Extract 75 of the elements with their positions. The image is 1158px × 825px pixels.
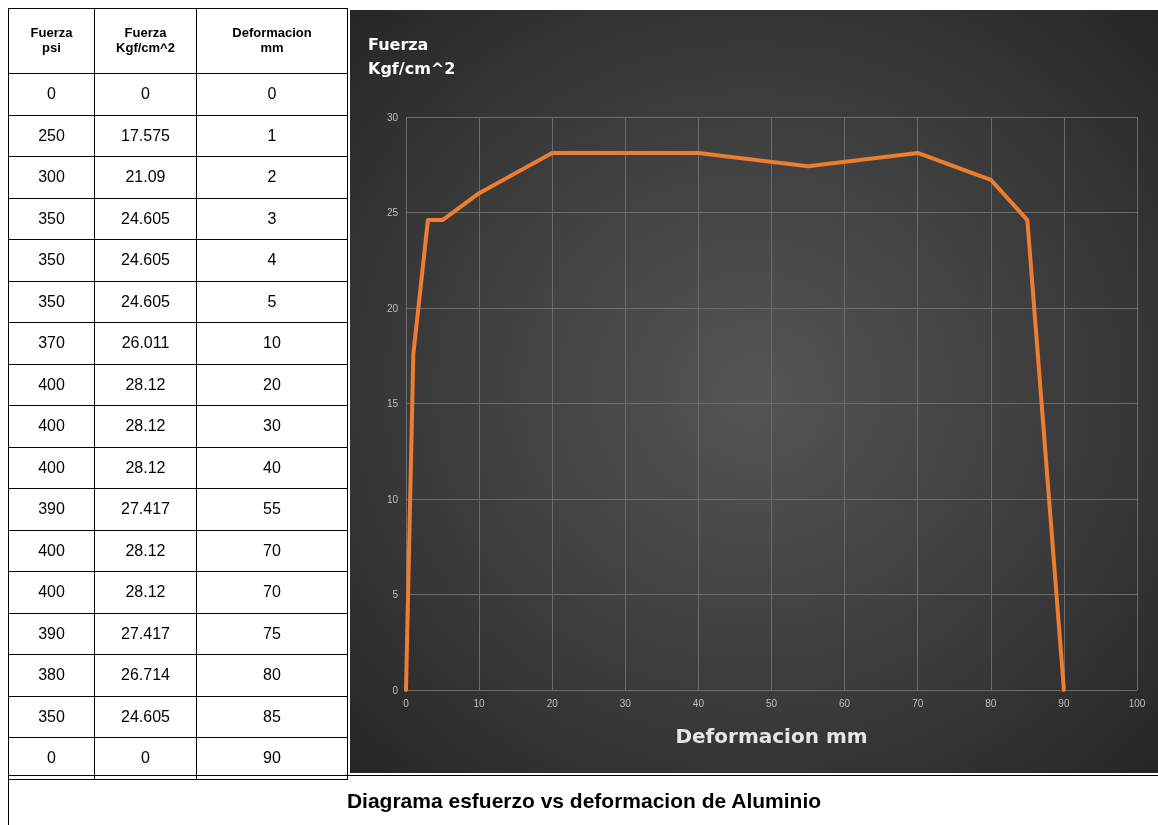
x-tick-label: 10 xyxy=(473,697,486,709)
text: 17.575 xyxy=(121,126,170,145)
text: 5 xyxy=(267,292,277,311)
text: Deformacion mm xyxy=(232,25,312,56)
text: Fuerza psi xyxy=(30,25,73,56)
x-tick-label: 0 xyxy=(403,697,410,709)
text: 30 xyxy=(263,417,281,436)
text: 27.417 xyxy=(121,624,170,643)
text: 26.714 xyxy=(121,666,170,685)
text: 0 xyxy=(47,749,56,768)
text: 390 xyxy=(38,500,65,519)
y-tick-label: 0 xyxy=(392,684,399,696)
text: 350 xyxy=(38,209,65,228)
text: 24.605 xyxy=(121,292,170,311)
text: 400 xyxy=(38,541,65,560)
text: 1 xyxy=(267,126,277,145)
text: 350 xyxy=(38,707,65,726)
text: 28.12 xyxy=(125,375,166,394)
text: 390 xyxy=(38,624,65,643)
text: 70 xyxy=(263,541,281,560)
text: 24.605 xyxy=(121,707,170,726)
x-tick-label: 40 xyxy=(692,697,705,709)
text: 75 xyxy=(263,624,281,643)
x-tick-label: 70 xyxy=(912,697,924,709)
text: 40 xyxy=(263,458,281,477)
text: 3 xyxy=(267,209,277,228)
text: 380 xyxy=(38,666,65,685)
text: 350 xyxy=(38,292,65,311)
text: 28.12 xyxy=(125,541,166,560)
text: 300 xyxy=(38,168,65,187)
y-tick-label: 15 xyxy=(386,398,399,409)
text: 28.12 xyxy=(125,417,166,436)
text: 400 xyxy=(38,458,65,477)
text: 370 xyxy=(38,334,65,353)
y-tick-label: 30 xyxy=(386,111,399,123)
text: 24.605 xyxy=(121,209,170,228)
text: 400 xyxy=(38,417,65,436)
y-tick-label: 5 xyxy=(392,589,399,600)
x-tick-label: 80 xyxy=(985,697,997,709)
text: 350 xyxy=(38,251,65,270)
text: 90 xyxy=(263,749,281,768)
text: 10 xyxy=(263,334,281,353)
x-tick-label: 60 xyxy=(839,697,851,709)
text: Diagrama esfuerzo vs deformacion de Aluminio xyxy=(8,775,1158,825)
text: 0 xyxy=(141,749,150,768)
y-tick-label: 10 xyxy=(386,493,399,505)
x-axis-title: Deformacion mm xyxy=(675,724,868,748)
text: Fuerza Kgf/cm^2 xyxy=(116,25,175,56)
y-tick-label: 20 xyxy=(386,302,399,314)
text: 26.011 xyxy=(121,334,170,353)
text: 28.12 xyxy=(125,583,166,602)
text: 55 xyxy=(263,500,281,519)
text: 2 xyxy=(267,168,277,187)
text: 0 xyxy=(141,85,150,104)
text: 400 xyxy=(38,375,65,394)
text: 250 xyxy=(38,126,65,145)
text: 21.09 xyxy=(125,168,166,187)
text: 85 xyxy=(263,707,281,726)
text: 28.12 xyxy=(125,458,166,477)
text: 70 xyxy=(263,583,281,602)
text: 24.605 xyxy=(121,251,170,270)
y-axis-title: Fuerza Kgf/cm^2 xyxy=(368,34,456,78)
text: 400 xyxy=(38,583,65,602)
x-tick-label: 30 xyxy=(619,697,632,709)
text: 80 xyxy=(263,666,281,685)
x-tick-label: 50 xyxy=(765,697,778,709)
x-tick-label: 100 xyxy=(1128,697,1146,709)
x-tick-label: 90 xyxy=(1058,697,1070,709)
text: 4 xyxy=(267,251,277,270)
x-tick-label: 20 xyxy=(546,697,559,709)
y-tick-label: 25 xyxy=(386,207,399,218)
text: 27.417 xyxy=(121,500,170,519)
text: 20 xyxy=(263,375,281,394)
text: 0 xyxy=(267,85,277,104)
text: 0 xyxy=(47,85,56,104)
